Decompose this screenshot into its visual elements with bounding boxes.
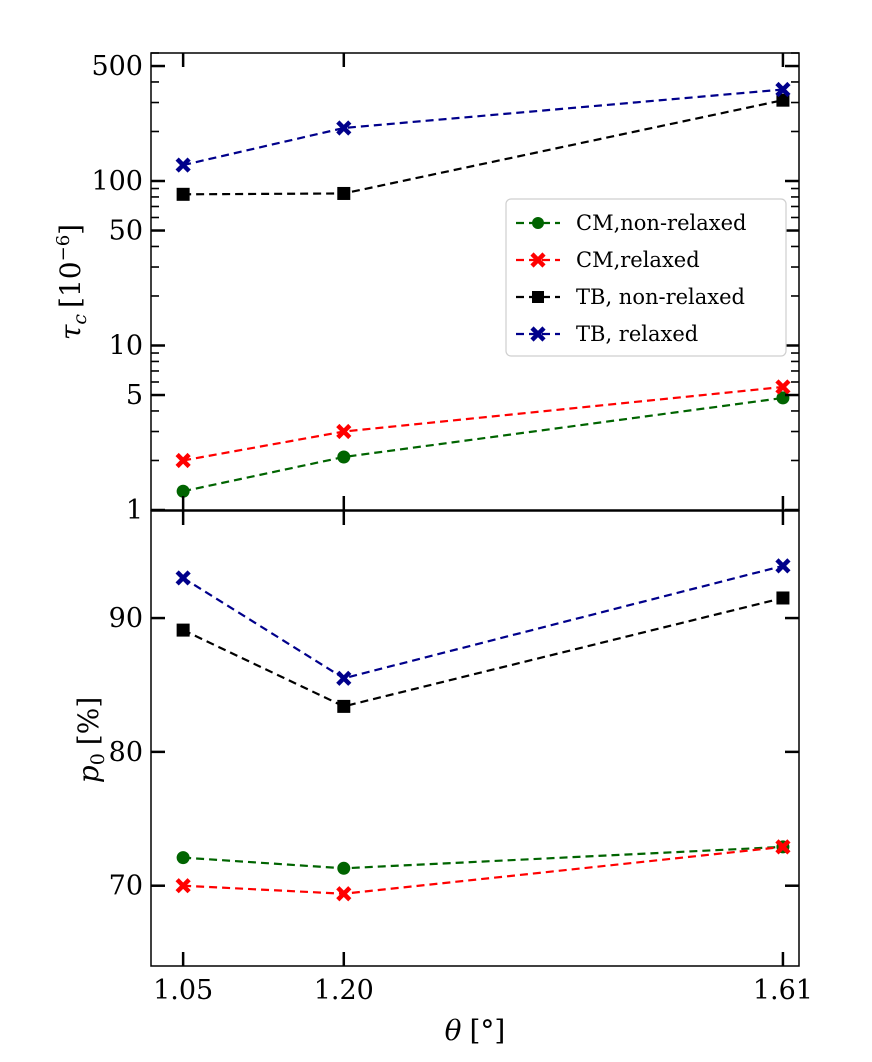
- bottom-y-axis-label: p0[%]: [72, 697, 109, 783]
- xtick-label-1: 1.20: [314, 975, 374, 1006]
- bottom-point-tb-non-relaxed-1: [337, 699, 351, 713]
- bottom-ytick-label-1: 80: [109, 737, 143, 768]
- top-ytick-label-0: 1: [126, 495, 143, 526]
- bottom-point-tb-non-relaxed-0: [176, 623, 190, 637]
- legend-label-cm-relaxed: CM,relaxed: [576, 248, 700, 272]
- top-line-tb-non-relaxed: [183, 99, 784, 196]
- bottom-point-cm-relaxed-1: [336, 886, 352, 902]
- legend-label-cm-non-relaxed: CM,non-relaxed: [576, 211, 746, 235]
- top-point-tb-non-relaxed-1: [337, 186, 351, 200]
- bottom-line-cm-non-relaxed: [183, 845, 783, 870]
- bottom-panel: 70 80 90 1.05 1.20 1.61 p0[%] θ [°]: [72, 510, 813, 1047]
- top-ytick-label-4: 100: [91, 166, 143, 197]
- bottom-point-cm-non-relaxed-1: [337, 861, 351, 875]
- bottom-point-tb-relaxed-1: [336, 670, 352, 686]
- bottom-line-tb-non-relaxed: [182, 596, 784, 708]
- legend-marker-x: [530, 252, 546, 268]
- legend-box: [505, 198, 787, 357]
- top-ytick-label-1: 5: [126, 380, 143, 411]
- legend-marker-square: [532, 291, 544, 303]
- bottom-ytick-label-0: 70: [109, 871, 143, 902]
- top-point-tb-relaxed-2: [775, 81, 791, 98]
- bottom-point-cm-non-relaxed-0: [176, 851, 190, 865]
- legend: CM,non-relaxed CM,relaxed TB, non-relaxe…: [505, 198, 787, 357]
- xtick-label-2: 1.61: [753, 975, 813, 1006]
- top-point-tb-non-relaxed-0: [176, 187, 190, 201]
- legend-marker-circle: [532, 217, 544, 229]
- top-ytick-label-5: 500: [91, 51, 143, 82]
- legend-label-tb-non-relaxed: TB, non-relaxed: [576, 285, 745, 309]
- bottom-series-group: [175, 558, 791, 902]
- top-point-cm-relaxed-2: [775, 379, 791, 395]
- top-line-cm-relaxed: [182, 385, 784, 462]
- x-axis-label: θ [°]: [445, 1014, 506, 1047]
- top-line-cm-non-relaxed: [182, 396, 784, 493]
- top-point-cm-relaxed-0: [175, 452, 191, 469]
- bottom-line-tb-relaxed: [182, 564, 784, 680]
- top-point-tb-non-relaxed-2: [776, 93, 790, 107]
- bottom-point-tb-relaxed-2: [775, 558, 791, 574]
- top-plot-frame: [150, 52, 800, 511]
- top-point-cm-non-relaxed-1: [337, 450, 351, 464]
- top-point-cm-relaxed-1: [336, 423, 352, 440]
- top-point-cm-non-relaxed-0: [176, 484, 190, 498]
- bottom-line-cm-relaxed: [183, 845, 784, 895]
- legend-label-tb-relaxed: TB, relaxed: [576, 322, 698, 346]
- bottom-ytick-label-2: 90: [109, 603, 143, 634]
- bottom-ticks: 70 80 90 1.05 1.20 1.61: [109, 511, 813, 1006]
- legend-marker-x: [530, 326, 546, 342]
- bottom-point-tb-relaxed-0: [175, 570, 191, 586]
- bottom-point-cm-relaxed-2: [775, 839, 791, 855]
- top-series-group: [175, 81, 791, 498]
- legend-entry-cm-relaxed: CM,relaxed: [516, 248, 700, 272]
- bottom-point-tb-non-relaxed-2: [776, 591, 790, 605]
- top-ytick-label-2: 10: [109, 331, 143, 362]
- legend-entry-cm-non-relaxed: CM,non-relaxed: [516, 211, 746, 235]
- top-point-tb-relaxed-1: [336, 120, 352, 136]
- top-ticks: 1 5 10 50 100 500: [91, 51, 799, 526]
- bottom-point-cm-relaxed-0: [175, 878, 191, 894]
- bottom-plot-frame: [150, 510, 800, 967]
- top-point-tb-relaxed-0: [175, 157, 191, 173]
- top-y-axis-label: τc[10−6]: [53, 224, 91, 340]
- top-ytick-label-3: 50: [109, 216, 143, 247]
- legend-entry-tb-non-relaxed: TB, non-relaxed: [516, 285, 745, 309]
- xtick-label-0: 1.05: [153, 975, 213, 1006]
- top-panel: 1 5 10 50 100 500 τc[10−6] CM,non-relaxed CM,…: [53, 51, 800, 526]
- top-line-tb-relaxed: [182, 88, 784, 167]
- legend-entry-tb-relaxed: TB, relaxed: [516, 322, 698, 346]
